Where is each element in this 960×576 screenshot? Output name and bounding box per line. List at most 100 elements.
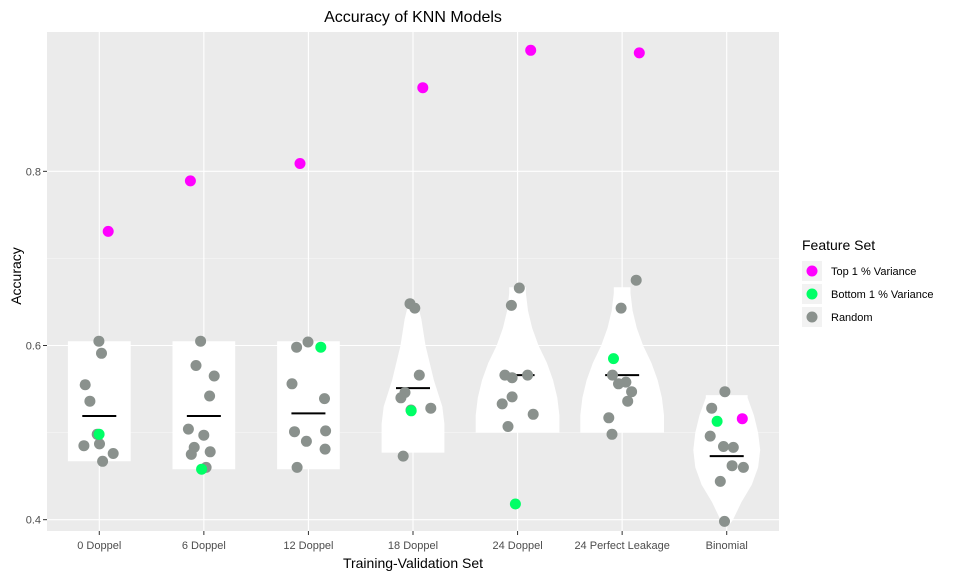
data-point (622, 395, 634, 407)
data-point (726, 460, 738, 472)
data-point (607, 369, 618, 381)
data-point (513, 282, 525, 294)
data-point (417, 82, 429, 94)
data-point (409, 302, 421, 314)
data-point (102, 225, 114, 237)
x-tick-label: 6 Doppel (182, 540, 226, 552)
data-point (182, 423, 194, 435)
legend-label: Bottom 1 % Variance (831, 289, 934, 301)
data-point (626, 386, 638, 398)
x-tick-label: Binomial (706, 540, 748, 552)
data-point (94, 438, 105, 450)
data-point (294, 158, 306, 169)
data-point (706, 402, 718, 414)
data-point (527, 408, 539, 420)
x-tick-label: 0 Doppel (77, 540, 121, 552)
data-point (93, 428, 105, 440)
data-point (615, 302, 627, 314)
x-tick-label: 24 Doppel (492, 540, 542, 552)
legend-key (806, 265, 818, 277)
data-point (633, 47, 645, 59)
x-axis-title: Training-Validation Set (343, 555, 483, 571)
data-point (78, 440, 90, 452)
data-point (208, 370, 220, 382)
data-point (286, 378, 298, 390)
data-point (302, 336, 314, 348)
data-point (509, 498, 521, 510)
legend-key (806, 311, 818, 323)
data-point (496, 398, 508, 410)
data-point (300, 435, 312, 447)
data-point (719, 386, 731, 398)
y-tick-label: 0.8 (26, 166, 41, 178)
data-point (198, 429, 210, 441)
data-point (525, 44, 537, 56)
data-point (608, 353, 619, 365)
data-point (502, 421, 514, 432)
data-point (184, 175, 196, 187)
data-point (96, 347, 107, 359)
legend-label: Top 1 % Variance (831, 266, 916, 278)
data-point (319, 393, 330, 405)
data-point (291, 461, 303, 473)
data-point (196, 463, 208, 475)
violin-6-doppel (172, 341, 236, 470)
data-point (185, 448, 197, 460)
y-axis: 0.4 0.6 0.8 (26, 166, 47, 527)
data-point (93, 335, 105, 347)
data-point (603, 412, 615, 424)
data-point (397, 450, 409, 462)
data-point (315, 341, 327, 353)
y-tick-label: 0.6 (26, 341, 41, 353)
legend-key (806, 288, 818, 300)
data-point (737, 461, 749, 473)
data-point (204, 446, 216, 458)
legend: Feature Set Top 1 % Variance Bottom 1 % V… (802, 237, 934, 327)
legend-title: Feature Set (802, 237, 875, 253)
y-tick-label: 0.4 (26, 515, 41, 527)
data-point (505, 299, 517, 311)
data-point (630, 274, 642, 286)
data-point (606, 428, 618, 440)
data-point (506, 391, 518, 403)
data-point (84, 395, 96, 407)
data-point (107, 448, 119, 459)
violin-shapes (67, 287, 761, 524)
data-point (395, 392, 407, 404)
data-point (79, 379, 91, 391)
data-point (97, 455, 109, 467)
data-point (291, 341, 303, 353)
x-tick-label: 18 Doppel (388, 540, 438, 552)
violin-18-doppel (381, 302, 445, 453)
data-point (704, 430, 716, 442)
chart-title: Accuracy of KNN Models (324, 9, 502, 26)
x-tick-label: 12 Doppel (283, 540, 333, 552)
data-point (711, 415, 723, 427)
data-point (506, 372, 518, 384)
violin-12-doppel (277, 341, 340, 470)
violin-binomial (693, 395, 761, 524)
data-point (714, 475, 726, 487)
data-points (78, 44, 749, 527)
x-tick-label: 24 Perfect Leakage (574, 540, 669, 552)
data-point (413, 369, 425, 381)
data-point (718, 441, 729, 452)
data-point (719, 515, 730, 527)
violin-24-perfect-leakage (580, 287, 664, 433)
y-axis-title: Accuracy (8, 247, 24, 305)
data-point (522, 369, 534, 381)
data-point (425, 402, 437, 414)
violin-0-doppel (67, 341, 131, 462)
violin-24-doppel (475, 287, 560, 433)
data-point (613, 378, 624, 390)
data-point (319, 443, 331, 455)
legend-label: Random (831, 312, 873, 324)
data-point (289, 426, 300, 438)
data-point (405, 405, 417, 417)
x-axis: 0 Doppel 6 Doppel 12 Doppel 18 Doppel 24 Dop… (77, 531, 748, 552)
data-point (736, 413, 748, 425)
data-point (727, 441, 739, 453)
data-point (190, 360, 202, 371)
data-point (320, 425, 332, 437)
